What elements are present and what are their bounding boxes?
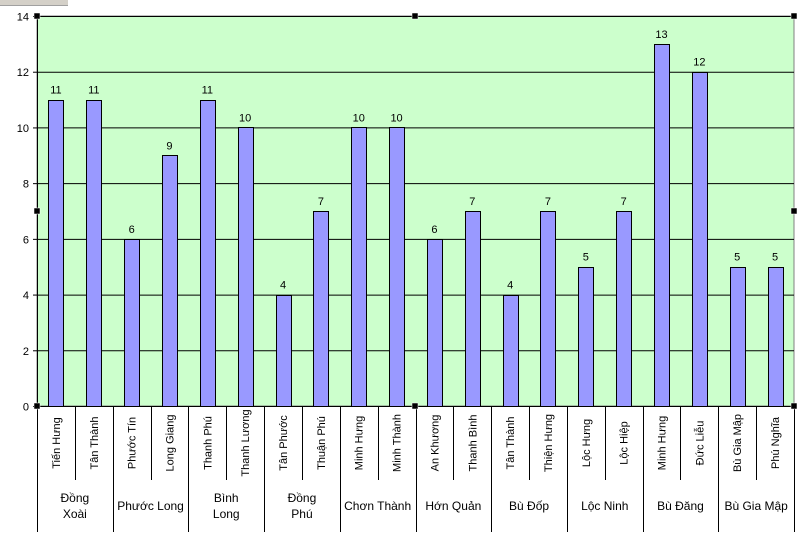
group-label: Long bbox=[213, 507, 240, 521]
bar bbox=[578, 267, 594, 407]
bar bbox=[465, 211, 481, 407]
bar bbox=[162, 155, 178, 407]
bar bbox=[124, 239, 140, 407]
group-label: Bù Gia Mập bbox=[724, 499, 788, 513]
bar bbox=[768, 267, 784, 407]
data-label: 6 bbox=[129, 224, 135, 236]
data-label: 13 bbox=[655, 29, 667, 41]
group-label: Phước Long bbox=[117, 499, 184, 513]
data-label: 5 bbox=[583, 252, 589, 264]
bar bbox=[351, 127, 367, 407]
y-tick-label: 10 bbox=[17, 123, 29, 135]
x-tick-label: Thanh Phú bbox=[202, 416, 214, 470]
group-label: Hớn Quản bbox=[425, 499, 481, 513]
data-label: 12 bbox=[693, 57, 705, 69]
resize-handle bbox=[790, 207, 798, 215]
data-label: 10 bbox=[239, 112, 251, 124]
group-label: Đồng bbox=[61, 491, 90, 505]
bar bbox=[616, 211, 632, 407]
x-tick-label: Thanh Bình bbox=[467, 415, 479, 472]
group-label: Bù Đăng bbox=[657, 499, 704, 513]
x-tick-label: Tân Thành bbox=[89, 416, 101, 469]
y-tick-label: 2 bbox=[23, 346, 29, 358]
data-label: 11 bbox=[50, 85, 61, 97]
data-label: 4 bbox=[507, 280, 513, 292]
y-tick-label: 14 bbox=[17, 12, 29, 24]
bar bbox=[654, 44, 670, 407]
bar bbox=[427, 239, 443, 407]
data-label: 9 bbox=[166, 140, 172, 152]
resize-handle bbox=[411, 12, 419, 20]
y-tick-label: 0 bbox=[23, 402, 29, 414]
x-tick-label: Lộc Hưng bbox=[581, 419, 593, 467]
data-label: 10 bbox=[353, 112, 365, 124]
data-label: 6 bbox=[431, 224, 437, 236]
y-tick-label: 8 bbox=[23, 179, 29, 191]
y-tick-label: 12 bbox=[17, 67, 29, 79]
x-tick-label: Phước Tín bbox=[127, 417, 139, 469]
bar bbox=[313, 211, 329, 407]
sheet-tab-strip[interactable] bbox=[0, 0, 68, 6]
data-label: 4 bbox=[280, 280, 286, 292]
group-label: Xoài bbox=[63, 507, 87, 521]
data-label: 7 bbox=[469, 196, 475, 208]
y-tick-label: 4 bbox=[23, 290, 29, 302]
data-label: 10 bbox=[390, 112, 402, 124]
x-tick-label: Tân Phước bbox=[278, 415, 290, 471]
bar bbox=[540, 211, 556, 407]
data-label: 7 bbox=[621, 196, 627, 208]
data-label: 7 bbox=[545, 196, 551, 208]
bar bbox=[86, 100, 102, 407]
y-tick-label: 6 bbox=[23, 234, 29, 246]
group-label: Đồng bbox=[288, 491, 317, 505]
bar bbox=[200, 100, 216, 407]
resize-handle bbox=[790, 12, 798, 20]
x-tick-label: Tân Thành bbox=[505, 416, 517, 469]
x-tick-label: Lộc Hiệp bbox=[619, 421, 631, 464]
data-label: 5 bbox=[734, 252, 740, 264]
group-label: Phú bbox=[291, 507, 312, 521]
x-tick-label: Long Giang bbox=[164, 415, 176, 472]
resize-handle bbox=[33, 12, 41, 20]
group-label: Bù Đốp bbox=[509, 499, 549, 513]
bar bbox=[730, 267, 746, 407]
resize-handle bbox=[411, 402, 419, 410]
x-tick-label: Thiện Hưng bbox=[543, 414, 555, 472]
data-label: 11 bbox=[202, 85, 213, 97]
bar bbox=[276, 295, 292, 407]
x-tick-label: Phú Nghĩa bbox=[770, 416, 782, 469]
data-label: 5 bbox=[772, 252, 778, 264]
x-tick-label: Minh Hưng bbox=[657, 416, 669, 470]
resize-handle bbox=[790, 402, 798, 410]
x-tick-label: Thanh Lương bbox=[240, 409, 252, 476]
x-tick-label: Minh Thành bbox=[392, 414, 404, 472]
x-tick-label: Thuận Phú bbox=[316, 416, 328, 470]
x-tick-label: Minh Hưng bbox=[354, 416, 366, 470]
x-tick-label: An Khương bbox=[429, 415, 441, 472]
resize-handle bbox=[33, 402, 41, 410]
group-label: Lộc Ninh bbox=[581, 499, 628, 513]
bar bbox=[238, 127, 254, 407]
group-label: Bình bbox=[214, 491, 239, 505]
resize-handle bbox=[33, 207, 41, 215]
x-tick-label: Tiến Hưng bbox=[51, 417, 63, 469]
bar bbox=[503, 295, 519, 407]
data-label: 7 bbox=[318, 196, 324, 208]
bar bbox=[389, 127, 405, 407]
group-label: Chơn Thành bbox=[344, 499, 411, 513]
x-tick-label: Bù Gia Mập bbox=[732, 414, 744, 472]
plot-area bbox=[36, 15, 795, 407]
bar bbox=[692, 72, 708, 407]
bar bbox=[48, 100, 64, 407]
x-tick-label: Đức Liễu bbox=[693, 421, 706, 466]
data-label: 11 bbox=[88, 85, 99, 97]
